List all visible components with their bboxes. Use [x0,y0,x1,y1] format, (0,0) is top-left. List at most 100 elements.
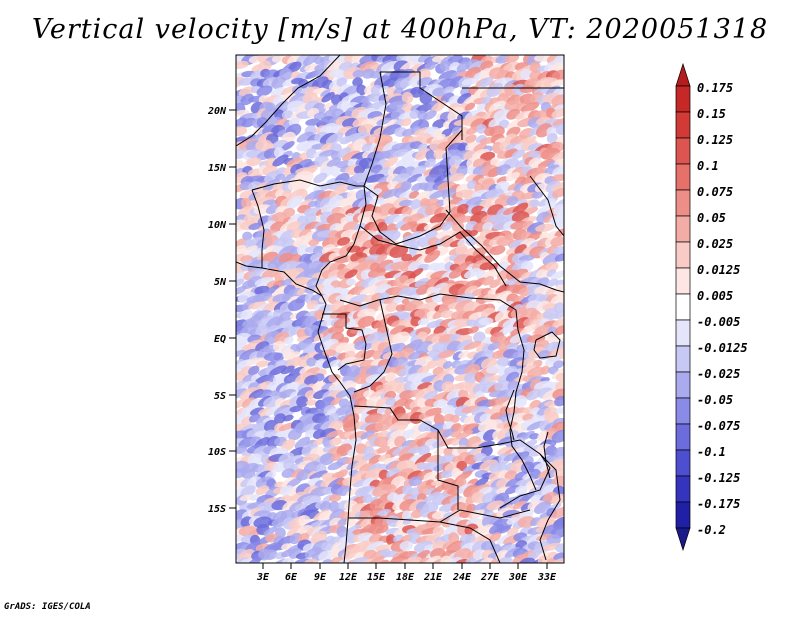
field-cell [542,542,561,552]
field-cell [246,357,265,365]
field-cell [537,555,550,563]
field-cell [432,307,449,319]
field-cell [505,172,520,182]
field-cell [289,405,303,413]
lon-label-33e: 33E [537,572,557,583]
field-cell [236,126,248,137]
field-cell [399,540,413,551]
border-chad-east [363,71,463,245]
field-cell [392,331,410,345]
field-cell [449,326,463,335]
field-cell [430,282,449,296]
field-cell [319,501,332,512]
field-cell [275,173,286,181]
field-cell [319,452,335,466]
field-cell [519,85,535,94]
field-cell [432,119,446,129]
field-cell [347,448,358,457]
field-cell [461,77,480,86]
field-cell [552,165,564,177]
lat-label-10n: 10N [208,220,227,231]
field-cell [320,203,335,215]
lat-label-eq: EQ [214,334,226,345]
field-cell [374,420,391,432]
field-cell [354,350,366,360]
colorbar-label: 0.15 [697,107,726,121]
field-cell [551,69,564,81]
field-cell [437,350,456,359]
field-cell [322,356,337,369]
field-cell [326,157,342,167]
lon-label-15e: 15E [367,572,386,583]
field-cell [442,361,453,370]
field-cell [303,55,320,66]
field-cell [239,348,257,362]
field-cell [352,182,367,189]
field-cell [470,484,490,495]
colorbar [675,62,691,552]
field-cell [504,83,517,96]
field-cell [496,534,512,546]
field-cell [431,292,445,303]
border-sudan-south [445,209,564,293]
field-cell [448,532,460,544]
field-cell [520,102,540,113]
field-cell [479,197,496,210]
field-cell [489,245,506,256]
field-cell [443,446,454,457]
field-cell [343,343,358,354]
field-cell [415,216,433,226]
latitude-axis: 20N 15N 10N 5N EQ 5S 10S 15S [207,106,236,515]
field-cell [337,237,351,246]
field-cell [368,275,386,288]
field-cell [408,268,424,279]
field-cell [308,239,320,247]
field-cell [459,510,472,519]
field-cell [333,255,352,264]
border-drc-angola [353,405,476,449]
field-cell [529,433,540,440]
field-cell [505,55,520,63]
field-cell [422,390,438,401]
field-cell [438,438,457,447]
field-cell [423,110,437,120]
field-cell [516,358,536,366]
field-cell [457,92,472,104]
field-cell [417,318,430,326]
field-cell [389,325,407,336]
field-cell [531,191,544,199]
field-cell [356,84,367,96]
field-cell [414,452,432,466]
lon-label-9e: 9E [314,572,327,583]
field-cell [357,107,376,120]
field-cell [551,493,564,505]
lat-label-10s: 10S [208,447,226,458]
field-cell [306,399,317,406]
colorbar-segment [675,189,691,217]
field-cell [512,500,527,510]
field-cell [389,555,409,563]
field-cell [440,555,453,563]
field-cell [554,311,564,320]
field-cell [309,470,328,480]
border-libya-sudan [380,71,463,140]
field-cell [280,365,295,375]
field-cell [288,428,303,441]
field-cell [386,483,397,495]
field-cell [546,558,557,563]
lat-label-5n: 5N [214,277,227,288]
colorbar-segment [675,163,691,191]
field-cell [270,212,287,224]
lat-label-15s: 15S [208,504,226,515]
field-cell [256,117,269,128]
border-car-south [339,293,517,311]
field-cell [457,339,473,351]
field-cell [318,550,335,561]
field-cell [255,485,270,496]
field-cell [446,540,465,554]
field-cell [511,437,526,449]
coastline-west-africa [236,261,357,563]
field-cell [442,526,458,537]
field-cell [544,198,557,210]
field-cell [490,559,501,563]
